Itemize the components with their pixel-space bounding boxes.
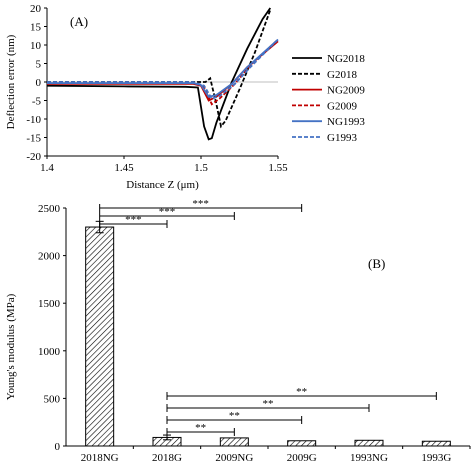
panel-b-bar: [219, 437, 249, 447]
panel-b-significance-label: **: [296, 386, 307, 398]
panel-a-legend-label: G2009: [327, 100, 357, 112]
panel-a-legend-label: NG2009: [327, 85, 365, 97]
panel-b-label: (B): [368, 256, 385, 271]
panel-b-bar: [85, 226, 115, 447]
panel-b-bar-chart: (B) 0 500 1000 1500 2000 2500 Young's modulus …: [5, 198, 471, 464]
panel-a-y-tick-label: 10: [30, 40, 42, 52]
panel-b-x-tick-label: 1993G: [421, 452, 451, 464]
panel-b-significance-label: ***: [192, 198, 209, 210]
panel-b-x-tick-label: 2018G: [152, 452, 182, 464]
panel-b-x-tick-label: 2018NG: [81, 452, 119, 464]
panel-b-significance-label: **: [229, 410, 240, 422]
panel-b-significance-label: **: [195, 422, 206, 434]
panel-a-legend-label: NG1993: [327, 116, 365, 128]
panel-a-y-tick-label: -5: [32, 96, 42, 108]
panel-a-y-tick-label: 20: [30, 3, 42, 15]
panel-b-x-tick-label: 2009G: [287, 452, 317, 464]
panel-b-y-tick-label: 0: [55, 441, 61, 453]
panel-a-legend-label: NG2018: [327, 53, 365, 65]
panel-a-x-tick-label: 1.55: [268, 162, 288, 174]
panel-a-x-tick-label: 1.45: [114, 162, 134, 174]
panel-a-x-axis-title: Distance Z (μm): [126, 179, 199, 191]
panel-b-y-tick-label: 2000: [38, 251, 61, 263]
panel-b-bar: [287, 440, 317, 447]
panel-a-label: (A): [70, 14, 88, 29]
panel-a-y-axis-title: Deflection error (nm): [5, 34, 17, 129]
panel-a-series-line-G1993: [47, 38, 279, 100]
panel-a-y-tick-label: -10: [26, 114, 41, 126]
panel-a-legend-label: G1993: [327, 132, 357, 144]
panel-b-bar: [421, 440, 451, 447]
panel-b-significance-label: **: [263, 398, 274, 410]
panel-a-y-tick-label: -15: [26, 133, 41, 145]
panel-a-line-chart: (A) -20 -15 -10 -5 0 5 10 15 20 1.4 1.45 1.5 1.55 Dis…: [5, 3, 365, 191]
panel-a-x-tick-label: 1.4: [40, 162, 54, 174]
panel-b-y-tick-label: 500: [44, 393, 61, 405]
panel-b-y-tick-label: 1500: [38, 298, 61, 310]
panel-a-y-tick-label: 5: [36, 59, 42, 71]
panel-b-y-tick-label: 1000: [38, 346, 61, 358]
panel-b-y-axis-title: Young's modulus (MPa): [5, 293, 17, 400]
panel-b-bar: [354, 439, 384, 447]
panel-a-y-tick-label: 0: [36, 77, 42, 89]
panel-b-x-tick-label: 2009NG: [215, 452, 253, 464]
panel-a-x-tick-label: 1.5: [194, 162, 208, 174]
panel-a-series-line-NG2018: [46, 7, 272, 141]
panel-a-y-tick-label: 15: [30, 22, 42, 34]
panel-a-series-line-NG1993: [47, 38, 279, 98]
panel-b-significance-label: ***: [125, 214, 142, 226]
panel-b-significance-label: ***: [159, 206, 176, 218]
panel-b-x-tick-label: 1993NG: [350, 452, 388, 464]
panel-a-legend-label: G2018: [327, 69, 357, 81]
panel-a-y-tick-label: -20: [26, 151, 41, 163]
panel-b-y-tick-label: 2500: [38, 203, 61, 215]
